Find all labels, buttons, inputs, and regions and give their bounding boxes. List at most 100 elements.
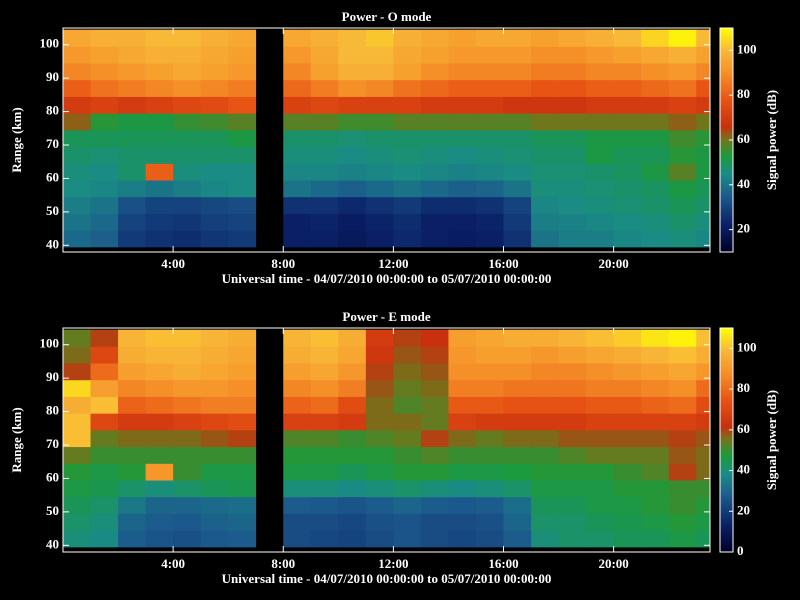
heatmap-cell — [476, 80, 504, 97]
heatmap-cell — [559, 380, 587, 397]
heatmap-cell — [476, 330, 504, 347]
heatmap-cell — [173, 497, 201, 514]
heatmap-cell — [614, 80, 642, 97]
heatmap-cell — [559, 113, 587, 130]
heatmap-cell — [228, 330, 256, 347]
heatmap-cell — [118, 346, 146, 363]
heatmap-cell — [531, 30, 559, 47]
heatmap-cell — [366, 97, 394, 114]
heatmap-cell — [504, 30, 532, 47]
heatmap-cell — [614, 330, 642, 347]
heatmap-cell — [421, 163, 449, 180]
heatmap-cell — [146, 514, 174, 531]
heatmap-cell — [614, 30, 642, 47]
heatmap-cell — [63, 46, 91, 63]
heatmap-cell — [669, 230, 697, 247]
heatmap-cell — [393, 113, 421, 130]
heatmap-cell — [118, 130, 146, 147]
heatmap-cell — [448, 346, 476, 363]
heatmap-cell — [311, 97, 339, 114]
heatmap-cell — [173, 463, 201, 480]
x-tick-label: 20:00 — [598, 256, 628, 271]
heatmap-cell — [338, 197, 366, 214]
heatmap-cell — [366, 113, 394, 130]
heatmap-cell — [366, 147, 394, 164]
y-tick-label: 50 — [46, 503, 59, 518]
heatmap-cell — [366, 163, 394, 180]
heatmap-cell — [338, 380, 366, 397]
heatmap-cell — [586, 330, 614, 347]
heatmap-cell — [586, 514, 614, 531]
heatmap-cell — [338, 113, 366, 130]
heatmap-cell — [228, 447, 256, 464]
heatmap-cell — [531, 430, 559, 447]
heatmap-cell — [118, 463, 146, 480]
heatmap-cell — [283, 413, 311, 430]
heatmap-cell — [201, 447, 229, 464]
heatmap-cell — [173, 447, 201, 464]
heatmap-cell — [91, 30, 119, 47]
x-tick-label: 20:00 — [598, 556, 628, 571]
heatmap-cell — [669, 497, 697, 514]
y-axis-label: Range (km) — [9, 407, 24, 472]
heatmap-cell — [228, 413, 256, 430]
heatmap-cell — [173, 163, 201, 180]
heatmap-cell — [504, 197, 532, 214]
heatmap-cell — [421, 480, 449, 497]
heatmap-cell — [448, 130, 476, 147]
heatmap-cell — [201, 530, 229, 547]
heatmap-cell — [421, 230, 449, 247]
heatmap-cell — [641, 147, 669, 164]
heatmap-cell — [393, 447, 421, 464]
heatmap-cell — [614, 514, 642, 531]
heatmap-cell — [641, 330, 669, 347]
heatmap-cell — [476, 514, 504, 531]
heatmap-cell — [146, 480, 174, 497]
heatmap-cell — [201, 330, 229, 347]
heatmap-cell — [448, 163, 476, 180]
heatmap-cell — [228, 30, 256, 47]
heatmap-cell — [531, 180, 559, 197]
heatmap-cell — [201, 197, 229, 214]
heatmap-cell — [173, 480, 201, 497]
heatmap-cell — [338, 214, 366, 231]
heatmap-cell — [614, 163, 642, 180]
heatmap-cell — [118, 197, 146, 214]
heatmap-cell — [228, 514, 256, 531]
heatmap-cell — [504, 130, 532, 147]
heatmap-cell — [338, 130, 366, 147]
heatmap-cell — [421, 30, 449, 47]
heatmap-cell — [669, 380, 697, 397]
heatmap-cell — [201, 480, 229, 497]
heatmap-cell — [448, 363, 476, 380]
heatmap-cell — [366, 180, 394, 197]
heatmap-cell — [504, 180, 532, 197]
heatmap-cell — [448, 197, 476, 214]
heatmap-cell — [311, 380, 339, 397]
heatmap-cell — [504, 463, 532, 480]
heatmap-cell — [669, 463, 697, 480]
heatmap-cell — [641, 163, 669, 180]
heatmap-cell — [669, 413, 697, 430]
heatmap-cell — [393, 97, 421, 114]
heatmap-cell — [476, 430, 504, 447]
heatmap-cell — [559, 80, 587, 97]
heatmap-cell — [91, 147, 119, 164]
heatmap-cell — [173, 80, 201, 97]
heatmap-cell — [504, 214, 532, 231]
heatmap-cell — [393, 63, 421, 80]
y-tick-label: 100 — [40, 36, 60, 51]
heatmap-cell — [531, 80, 559, 97]
heatmap-cell — [641, 380, 669, 397]
heatmap-cell — [504, 230, 532, 247]
heatmap-cell — [91, 163, 119, 180]
heatmap-cell — [338, 230, 366, 247]
colorbar — [720, 328, 733, 552]
heatmap-cell — [476, 346, 504, 363]
heatmap-cell — [531, 530, 559, 547]
heatmap-cell — [421, 97, 449, 114]
heatmap-cell — [146, 80, 174, 97]
heatmap-cell — [173, 46, 201, 63]
heatmap-cell — [311, 197, 339, 214]
heatmap-cell — [283, 380, 311, 397]
